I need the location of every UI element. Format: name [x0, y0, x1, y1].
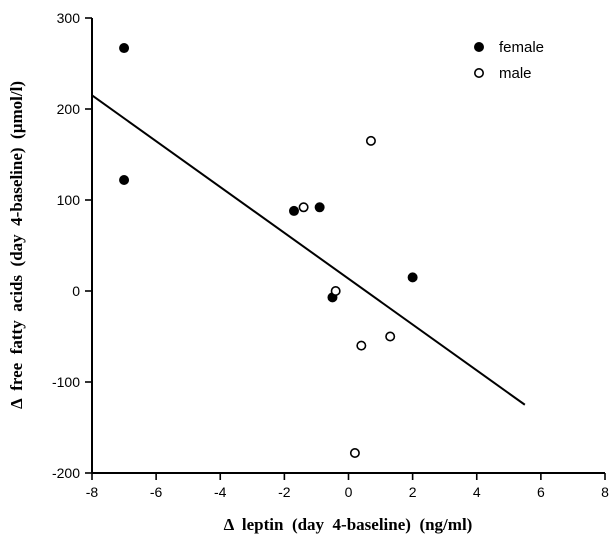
point-female: [314, 202, 325, 213]
point-male: [349, 447, 360, 458]
x-tick-label: -4: [214, 484, 227, 500]
axes: [91, 18, 605, 474]
point-female: [407, 272, 418, 283]
legend-marker-female: [473, 41, 484, 52]
x-tick-label: 4: [473, 484, 481, 500]
y-tick-label: 200: [57, 101, 81, 117]
regression-line: [91, 94, 526, 406]
fit-line-group: [91, 94, 526, 406]
x-tick-label: 0: [345, 484, 353, 500]
x-tick-label: -2: [278, 484, 291, 500]
data-points: [119, 43, 418, 458]
point-female: [119, 43, 130, 54]
x-tick-label: 8: [601, 484, 609, 500]
y-axis-title: Δ free fatty acids (day 4-baseline) (µmo…: [7, 81, 26, 409]
y-tick-label: -200: [52, 465, 80, 481]
point-male: [330, 285, 341, 296]
legend-marker-male: [473, 68, 484, 79]
x-axis-title: Δ leptin (day 4-baseline) (ng/ml): [224, 515, 473, 534]
legend-label-female: female: [499, 39, 544, 56]
point-male: [298, 202, 309, 213]
y-tick-label: 300: [57, 10, 81, 26]
x-tick-label: 6: [537, 484, 545, 500]
point-female: [119, 174, 130, 185]
x-tick-label: 2: [409, 484, 417, 500]
x-tick-label: -8: [86, 484, 99, 500]
y-tick-label: 100: [57, 192, 81, 208]
point-male: [356, 340, 367, 351]
legend: female male: [473, 39, 544, 82]
point-female: [288, 205, 299, 216]
y-tick-label: 0: [72, 283, 80, 299]
point-male: [365, 135, 376, 146]
x-tick-label: -6: [150, 484, 163, 500]
legend-label-male: male: [499, 65, 532, 82]
y-ticks: -200 -100 0 100 200 300: [52, 10, 92, 481]
y-tick-label: -100: [52, 374, 80, 390]
x-ticks: -8 -6 -4 -2 0 2 4 6 8: [86, 473, 609, 500]
point-male: [385, 331, 396, 342]
